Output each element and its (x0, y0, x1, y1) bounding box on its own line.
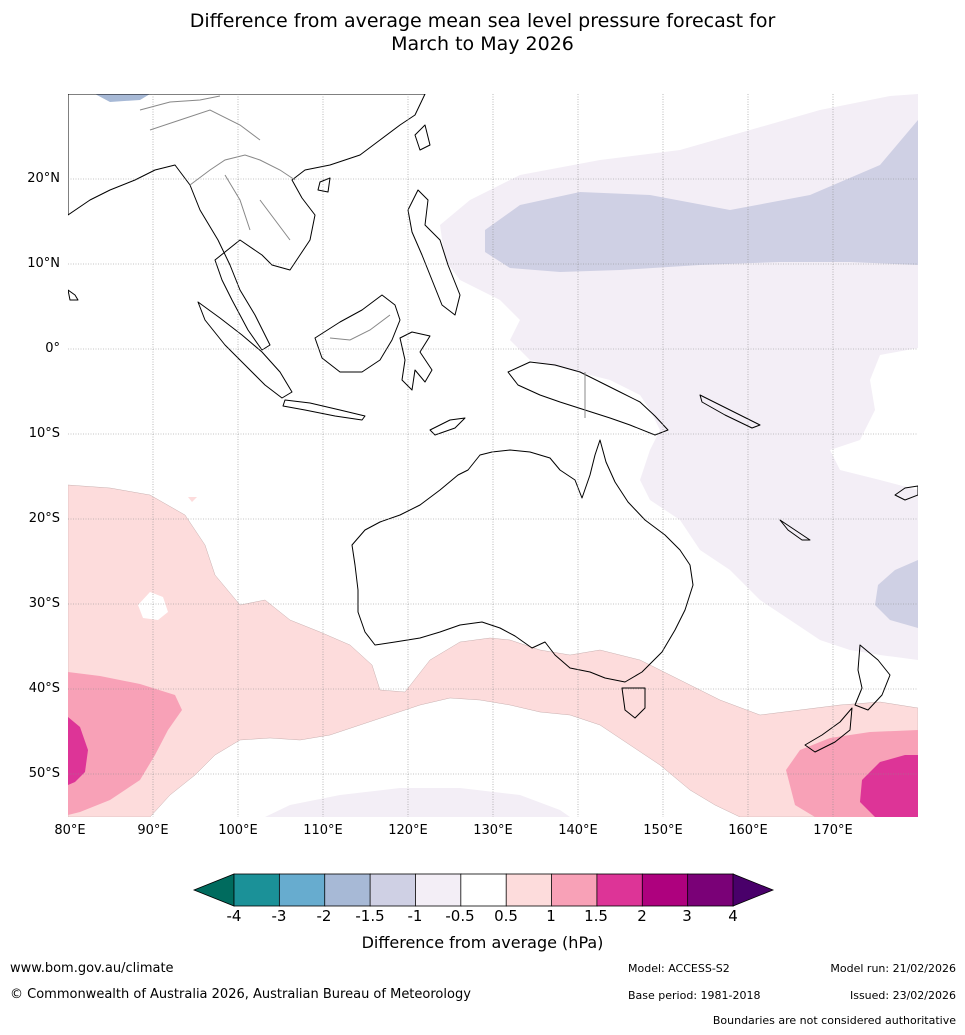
colorbar-extend-max (732, 873, 775, 907)
lat-label-20s: 20°S (28, 511, 60, 526)
new-caledonia-coastline (779, 519, 811, 541)
model-run-text: Model run: 21/02/2026 (830, 962, 956, 975)
issued-text: Issued: 23/02/2026 (849, 989, 956, 1002)
lon-label-130e: 130°E (473, 823, 513, 838)
solomon-islands-coastline (699, 394, 761, 429)
graticule (68, 94, 918, 817)
colorbar-bin (415, 873, 462, 907)
lon-label-160e: 160°E (728, 823, 768, 838)
philippines-coastline (407, 189, 461, 316)
lat-label-10s: 10°S (28, 426, 60, 441)
lat-label-0: 0° (45, 341, 60, 356)
anomaly-region-blue-north (95, 94, 150, 102)
new-guinea-coastline (507, 361, 669, 436)
base-period-text: Base period: 1981-2018 (628, 989, 761, 1002)
sulawesi-coastline (399, 331, 433, 391)
map-title: Difference from average mean sea level p… (0, 10, 965, 56)
mainland-asia-coastline (68, 94, 426, 351)
border-china-south (139, 95, 261, 141)
lon-label-110e: 110°E (303, 823, 343, 838)
anomaly-hole-west (138, 592, 168, 620)
timor-coastline (429, 417, 466, 436)
lon-label-170e: 170°E (813, 823, 853, 838)
copyright-text: © Commonwealth of Australia 2026, Austra… (10, 987, 471, 1002)
model-text: Model: ACCESS-S2 (628, 962, 730, 975)
lat-label-40s: 40°S (28, 681, 60, 696)
colorbar-bin (687, 873, 734, 907)
anomaly-region-lavender-pacific (485, 120, 918, 272)
colorbar-title: Difference from average (hPa) (361, 933, 604, 952)
colorbar-bin (551, 873, 598, 907)
anomaly-region-light-pink-west (68, 484, 918, 817)
colorbar (192, 873, 775, 907)
country-borders (139, 95, 586, 418)
colorbar-label: -2 (316, 907, 332, 925)
lat-label-50s: 50°S (28, 766, 60, 781)
website-link[interactable]: www.bom.gov.au/climate (10, 961, 174, 976)
anomaly-region-magenta-east (860, 755, 918, 817)
title-line-2: March to May 2026 (391, 33, 574, 55)
anomaly-region-magenta-west (68, 717, 88, 785)
fiji-coastline (894, 485, 918, 501)
colorbar-label: -4 (226, 907, 242, 925)
colorbar-bin (278, 873, 326, 907)
colorbar-bin (596, 873, 644, 907)
lon-label-80e: 80°E (54, 823, 86, 838)
colorbar-label: 4 (728, 907, 738, 925)
anomaly-region-light-lavender-south (265, 788, 570, 817)
colorbar-extend-min (192, 873, 235, 907)
colorbar-bin (233, 873, 281, 907)
colorbar-label: 1.5 (584, 907, 608, 925)
australia-coastline (351, 439, 694, 683)
tasmania-coastline (621, 687, 646, 719)
border-indochina (189, 154, 296, 241)
colorbar-bin (369, 873, 417, 907)
colorbar-label: -0.5 (445, 907, 475, 925)
new-zealand-north-coastline (854, 644, 891, 711)
borneo-coastline (314, 294, 401, 373)
colorbar-label: -3 (271, 907, 287, 925)
lon-label-140e: 140°E (558, 823, 598, 838)
disclaimer-text: Boundaries are not considered authoritat… (712, 1014, 956, 1027)
coastlines (68, 94, 918, 753)
colorbar-label: -1.5 (355, 907, 385, 925)
anomaly-region-lavender-east (875, 560, 918, 628)
anomaly-region-small-pink (188, 497, 197, 502)
colorbar-label: -1 (407, 907, 423, 925)
colorbar-bin (505, 873, 553, 907)
hainan-coastline (317, 177, 331, 193)
colorbar-label: 1 (546, 907, 556, 925)
colorbar-bin (460, 873, 507, 907)
colorbar-bin (641, 873, 689, 907)
colorbar-label: 0.5 (494, 907, 518, 925)
colorbar-label: 2 (637, 907, 647, 925)
lat-label-20n: 20°N (27, 171, 60, 186)
java-coastline (282, 399, 366, 421)
lon-label-90e: 90°E (137, 823, 169, 838)
anomaly-region-pink-west (68, 672, 182, 815)
colorbar-label: 3 (682, 907, 692, 925)
lon-label-120e: 120°E (388, 823, 428, 838)
colorbar-bin (324, 873, 371, 907)
lat-label-10n: 10°N (27, 256, 60, 271)
lat-label-30s: 30°S (28, 596, 60, 611)
title-line-1: Difference from average mean sea level p… (189, 10, 776, 32)
border-borneo (329, 314, 391, 341)
lon-label-150e: 150°E (643, 823, 683, 838)
sri-lanka-coastline (68, 289, 79, 301)
new-zealand-south-coastline (804, 707, 853, 753)
lon-label-100e: 100°E (218, 823, 258, 838)
taiwan-coastline (414, 124, 431, 151)
sumatra-coastline (197, 301, 293, 399)
